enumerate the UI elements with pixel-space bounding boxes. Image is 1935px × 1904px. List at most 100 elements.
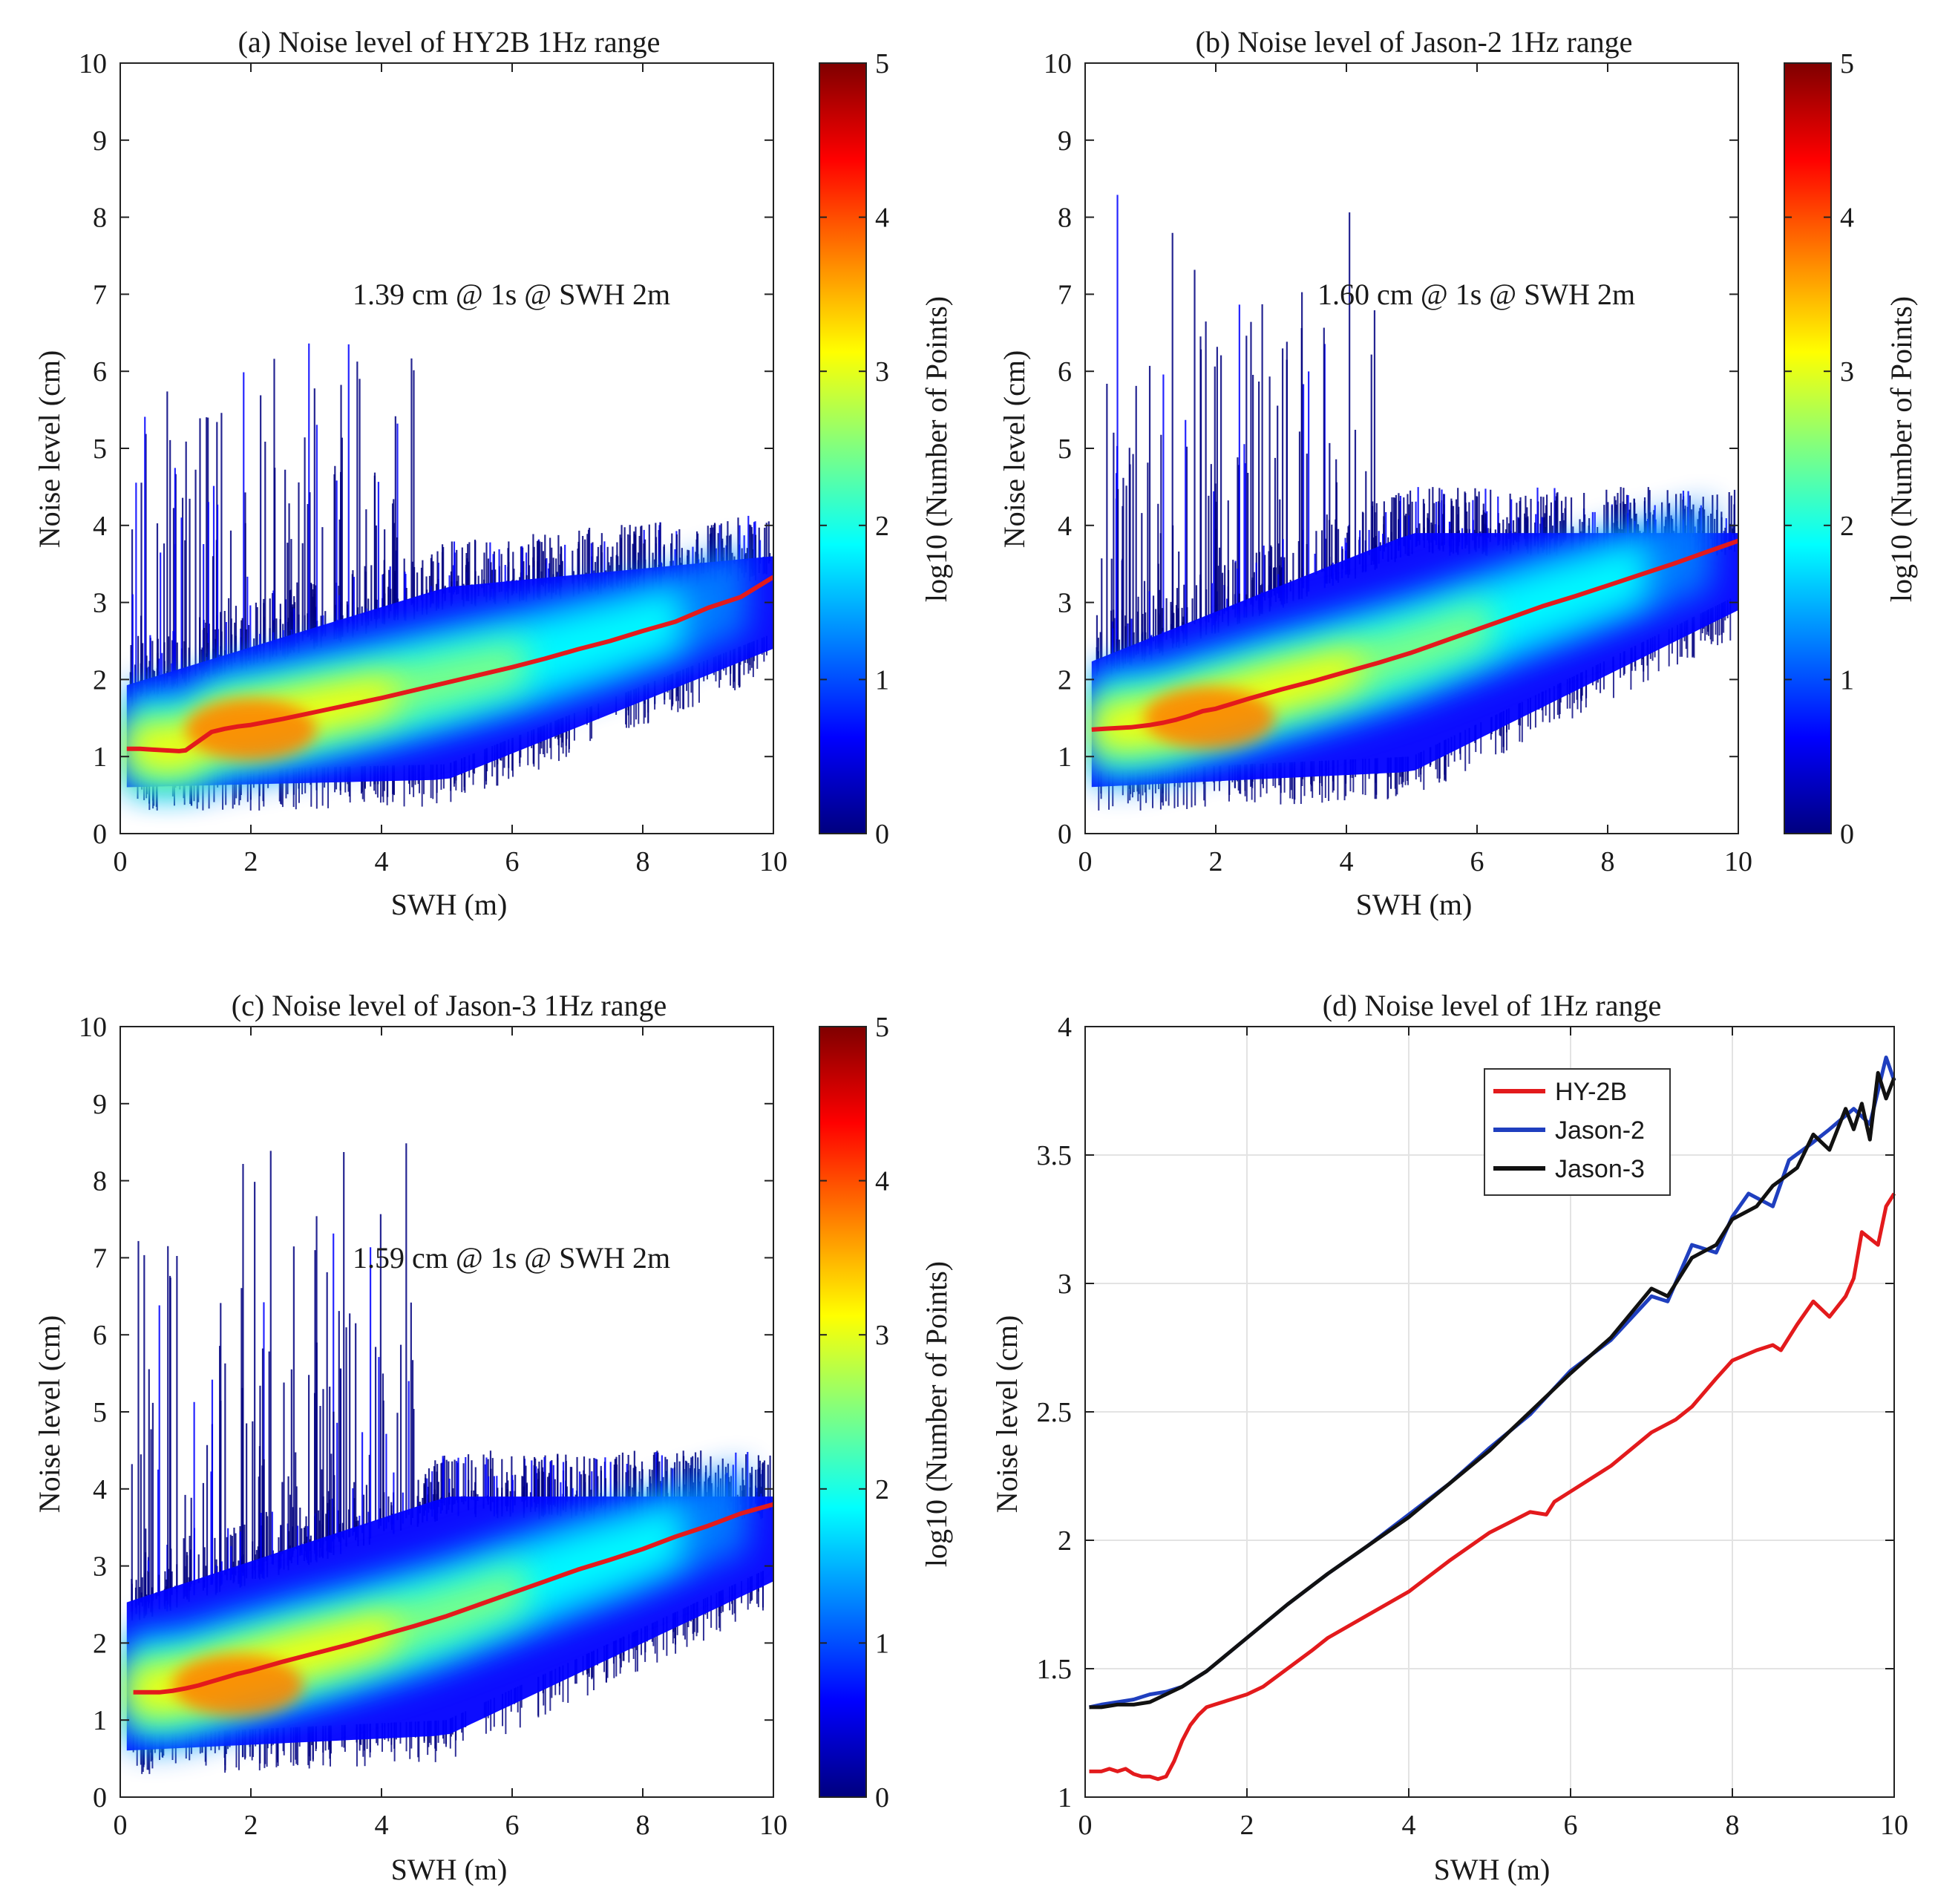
panel-c-ytick-label: 7 <box>93 1243 107 1274</box>
panel-a-colorbar-label: log10 (Number of Points) <box>920 296 953 602</box>
panel-d: (d) Noise level of 1Hz range 0 2 4 6 8 10 1 1.5… <box>990 989 1908 1886</box>
panel-b-xtick-label: 6 <box>1470 846 1484 877</box>
series-line-jason3 <box>1089 1070 1896 1710</box>
panel-d-xtick-label: 6 <box>1564 1810 1578 1841</box>
panel-d-ytick-label: 3 <box>1058 1269 1072 1300</box>
panel-a-annotation: 1.39 cm @ 1s @ SWH 2m <box>353 278 670 311</box>
panel-c-ytick-label: 3 <box>93 1551 107 1583</box>
panel-c-xtick-label: 0 <box>114 1810 128 1841</box>
panel-c-annotation: 1.59 cm @ 1s @ SWH 2m <box>353 1241 670 1275</box>
panel-c-colorbar-tick-label: 4 <box>875 1166 889 1197</box>
panel-b-colorbar-tick-label: 0 <box>1840 819 1854 850</box>
panel-b-colorbar-tick-label: 2 <box>1840 511 1854 542</box>
panel-a-colorbar-tick-label: 4 <box>875 203 889 234</box>
panel-d-ytick-label: 2.5 <box>1037 1397 1073 1428</box>
panel-a-ytick-label: 0 <box>93 819 107 850</box>
legend-label-jason3: Jason-3 <box>1555 1155 1645 1183</box>
panel-a: (a) Noise level of HY2B 1Hz range 0 2 4 6 8 1… <box>33 25 953 921</box>
panel-c-ytick-label: 6 <box>93 1320 107 1351</box>
panel-c-colorbar-tick-label: 0 <box>875 1782 889 1813</box>
panel-a-xtick-label: 8 <box>636 846 650 877</box>
panel-a-mean-curve <box>126 575 773 753</box>
panel-c-ytick-label: 2 <box>93 1628 107 1659</box>
panel-a-ytick-label: 7 <box>93 279 107 310</box>
panel-c-xtick-label: 10 <box>759 1810 788 1841</box>
panel-c-colorbar-tick-label: 1 <box>875 1628 889 1659</box>
panel-a-ylabel: Noise level (cm) <box>33 350 66 549</box>
panel-a-ytick-label: 4 <box>93 511 107 542</box>
panel-b-colorbar-label: log10 (Number of Points) <box>1885 296 1918 602</box>
panel-c-core <box>172 1654 304 1717</box>
panel-a-colorbar-tick-label: 0 <box>875 819 889 850</box>
panel-b-ytick-label: 10 <box>1044 48 1072 79</box>
legend-label-jason2: Jason-2 <box>1555 1116 1645 1145</box>
panel-c-ytick-label: 5 <box>93 1397 107 1428</box>
panel-d-xlabel: SWH (m) <box>1434 1853 1551 1886</box>
panel-b-xtick-label: 10 <box>1724 846 1752 877</box>
panel-a-ytick-label: 9 <box>93 125 107 157</box>
panel-a-title: (a) Noise level of HY2B 1Hz range <box>238 25 661 59</box>
panel-c-ytick-label: 9 <box>93 1089 107 1120</box>
panel-c-title: (c) Noise level of Jason-3 1Hz range <box>232 989 667 1022</box>
panel-a-colorbar-tick-label: 3 <box>875 356 889 387</box>
panel-b-density <box>1091 194 1738 811</box>
legend-label-hy2b: HY-2B <box>1555 1078 1627 1106</box>
panel-b-ytick-label: 8 <box>1058 203 1072 234</box>
panel-b-colorbar-tick-label: 1 <box>1840 664 1854 696</box>
panel-a-ytick-label: 6 <box>93 356 107 387</box>
panel-c-xtick-label: 4 <box>375 1810 389 1841</box>
panel-b-ytick-label: 3 <box>1058 588 1072 619</box>
panel-c-colorbar-tick-label: 5 <box>875 1012 889 1043</box>
panel-a-density <box>126 343 773 811</box>
panel-a-ytick-label: 3 <box>93 588 107 619</box>
panel-b-xlabel: SWH (m) <box>1356 888 1473 921</box>
panel-d-xtick-label: 8 <box>1726 1810 1740 1841</box>
panel-a-ytick-label: 8 <box>93 203 107 234</box>
panel-c-ytick-label: 8 <box>93 1166 107 1197</box>
panel-b-xtick-label: 2 <box>1209 846 1223 877</box>
panel-b-colorbar-tick-label: 5 <box>1840 48 1854 79</box>
panel-c-ytick-label: 4 <box>93 1474 107 1505</box>
panel-c-density <box>126 1143 773 1774</box>
panel-b-colorbar-tick-label: 3 <box>1840 356 1854 387</box>
panel-b-ytick-label: 9 <box>1058 125 1072 157</box>
series-line-hy2b <box>1089 1192 1896 1782</box>
panel-b-ytick-label: 4 <box>1058 511 1072 542</box>
panel-b-title: (b) Noise level of Jason-2 1Hz range <box>1196 25 1633 59</box>
panel-d-ylabel: Noise level (cm) <box>990 1315 1024 1514</box>
panel-b-xtick-label: 8 <box>1601 846 1615 877</box>
panel-a-heatmap: 0 2 4 6 8 10 0 1 2 3 4 5 6 7 8 9 10 0 1 2 3 4 5 <box>79 48 889 877</box>
panel-d-ytick-label: 2 <box>1058 1525 1072 1557</box>
panel-d-title: (d) Noise level of 1Hz range <box>1323 989 1661 1022</box>
panel-a-ytick-label: 10 <box>79 48 107 79</box>
panel-b-ytick-label: 7 <box>1058 279 1072 310</box>
panel-b-ytick-label: 2 <box>1058 664 1072 696</box>
panel-b-ytick-label: 5 <box>1058 434 1072 465</box>
panel-b-mean-curve <box>1091 538 1738 732</box>
panel-c-xtick-label: 2 <box>244 1810 258 1841</box>
panel-c-ytick-label: 10 <box>79 1012 107 1043</box>
panel-b-colorbar <box>1784 62 1832 834</box>
panel-a-ytick-label: 2 <box>93 664 107 696</box>
panel-a-xtick-label: 2 <box>244 846 258 877</box>
panel-c-heatmap: 0 2 4 6 8 10 0 1 2 3 4 5 6 7 8 9 10 0 1 2 3 4 5 <box>79 1012 889 1841</box>
panel-c-xtick-label: 6 <box>505 1810 520 1841</box>
panel-b-xtick-label: 0 <box>1078 846 1093 877</box>
panel-d-xtick-label: 10 <box>1880 1810 1908 1841</box>
panel-b-xtick-label: 4 <box>1340 846 1354 877</box>
panel-a-core <box>186 699 316 761</box>
panel-a-xlabel: SWH (m) <box>391 888 508 921</box>
panel-c-colorbar-tick-label: 2 <box>875 1474 889 1505</box>
panel-a-xtick-label: 10 <box>759 846 788 877</box>
panel-d-ytick-label: 3.5 <box>1037 1140 1073 1171</box>
panel-b-ytick-label: 6 <box>1058 356 1072 387</box>
panel-b-colorbar-tick-label: 4 <box>1840 203 1854 234</box>
panel-d-xtick-label: 2 <box>1240 1810 1254 1841</box>
panel-c-colorbar-label: log10 (Number of Points) <box>920 1261 953 1567</box>
panel-d-frame <box>1084 1026 1895 1798</box>
panel-b-annotation: 1.60 cm @ 1s @ SWH 2m <box>1317 278 1635 311</box>
panel-c-mean-curve <box>133 1502 773 1695</box>
panel-b: (b) Noise level of Jason-2 1Hz range 0 2 4… <box>998 25 1918 921</box>
panel-a-xtick-label: 0 <box>114 846 128 877</box>
